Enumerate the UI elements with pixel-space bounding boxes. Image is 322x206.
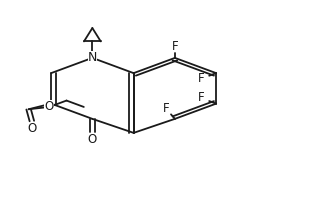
Text: N: N (88, 51, 97, 64)
Text: F: F (197, 72, 204, 85)
Text: F: F (172, 40, 178, 53)
Text: O: O (27, 122, 36, 135)
Text: F: F (163, 102, 170, 115)
Text: F: F (197, 91, 204, 104)
Text: O: O (44, 101, 54, 114)
Text: O: O (88, 133, 97, 146)
